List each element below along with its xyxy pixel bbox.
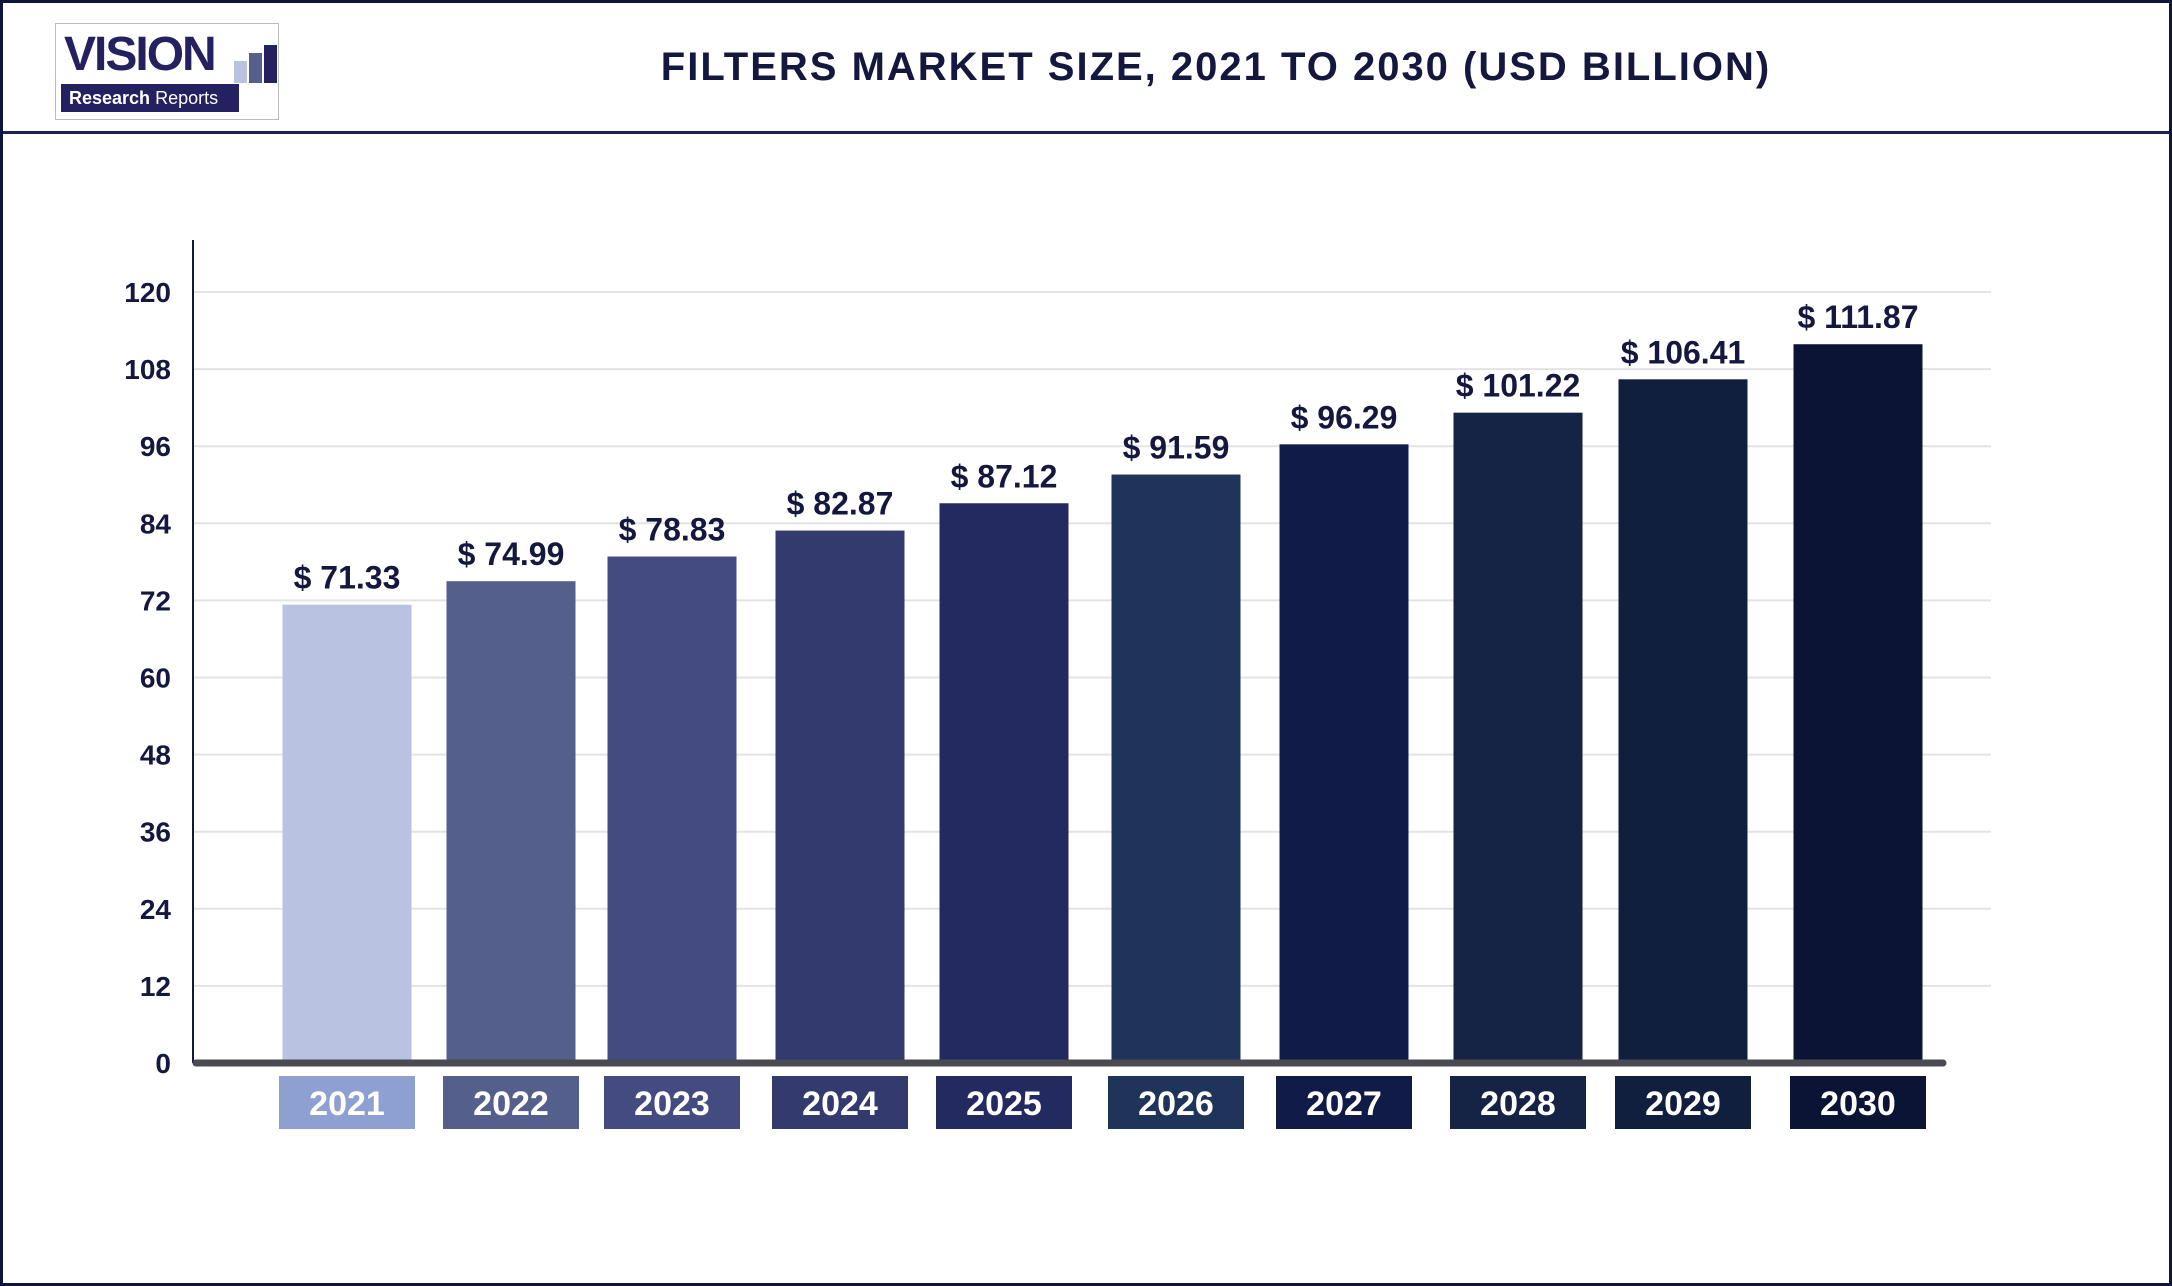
y-tick-label: 36 <box>140 817 171 848</box>
x-tick-label: 2021 <box>309 1085 385 1123</box>
x-tick-label: 2025 <box>966 1085 1042 1123</box>
y-tick-label: 96 <box>140 431 171 462</box>
data-label: $ 96.29 <box>1291 399 1398 435</box>
bar-chart: 0 12 24 36 48 60 72 84 96 108 120 $ 71.33 2021 $ 74.9… <box>124 240 1991 1129</box>
bar-2021 <box>282 604 412 1063</box>
bar-2024 <box>775 530 905 1063</box>
x-label-box <box>772 1076 908 1129</box>
y-tick-label: 12 <box>140 971 171 1002</box>
x-label-box <box>279 1076 415 1129</box>
data-label: $ 78.83 <box>619 512 726 548</box>
x-label-box <box>1450 1076 1586 1129</box>
bar-2026 <box>1111 474 1241 1063</box>
x-tick-label: 2023 <box>634 1085 710 1123</box>
header: VISION Research Reports FILTERS MARKET S… <box>3 3 2169 134</box>
x-label-box <box>443 1076 579 1129</box>
y-tick-label: 108 <box>124 354 171 385</box>
data-label: $ 87.12 <box>951 458 1058 494</box>
y-tick-label: 48 <box>140 740 171 771</box>
x-label-box <box>1790 1076 1926 1129</box>
data-label: $ 91.59 <box>1123 430 1230 466</box>
x-label-box <box>604 1076 740 1129</box>
data-label: $ 82.87 <box>787 486 894 522</box>
bar-2023 <box>607 556 737 1063</box>
x-label-box <box>936 1076 1072 1129</box>
logo: VISION Research Reports <box>55 23 279 120</box>
bar-2025 <box>939 503 1069 1063</box>
x-label-box <box>1276 1076 1412 1129</box>
data-label: $ 74.99 <box>458 536 565 572</box>
x-tick-label: 2027 <box>1306 1085 1382 1123</box>
x-tick-label: 2029 <box>1645 1085 1721 1123</box>
y-tick-label: 120 <box>124 277 171 308</box>
bar-2028 <box>1453 412 1583 1063</box>
x-tick-label: 2028 <box>1480 1085 1556 1123</box>
x-tick-label: 2022 <box>473 1085 549 1123</box>
bar-2030 <box>1793 344 1923 1064</box>
x-tick-label: 2024 <box>802 1085 878 1123</box>
data-label: $ 111.87 <box>1797 299 1918 335</box>
data-label: $ 106.41 <box>1621 334 1746 370</box>
x-tick-label: 2030 <box>1820 1085 1896 1123</box>
y-tick-label: 72 <box>140 585 171 616</box>
y-tick-label: 0 <box>155 1048 171 1079</box>
logo-band: Research Reports <box>61 84 239 112</box>
y-tick-label: 24 <box>140 894 172 925</box>
logo-wordmark: VISION <box>64 28 217 81</box>
x-label-box <box>1615 1076 1751 1129</box>
y-tick-label: 84 <box>140 508 172 539</box>
data-label: $ 71.33 <box>294 560 401 596</box>
bar-2029 <box>1618 379 1748 1063</box>
x-label-box <box>1108 1076 1244 1129</box>
bar-2027 <box>1279 444 1409 1063</box>
data-label: $ 101.22 <box>1456 368 1581 404</box>
logo-bar-icon <box>234 61 247 83</box>
logo-bar-icon <box>264 45 277 83</box>
chart-title: FILTERS MARKET SIZE, 2021 TO 2030 (USD B… <box>660 45 1772 89</box>
bar-2022 <box>446 581 576 1063</box>
logo-bar-icon <box>249 53 262 83</box>
x-tick-label: 2026 <box>1138 1085 1214 1123</box>
y-tick-label: 60 <box>140 663 171 694</box>
